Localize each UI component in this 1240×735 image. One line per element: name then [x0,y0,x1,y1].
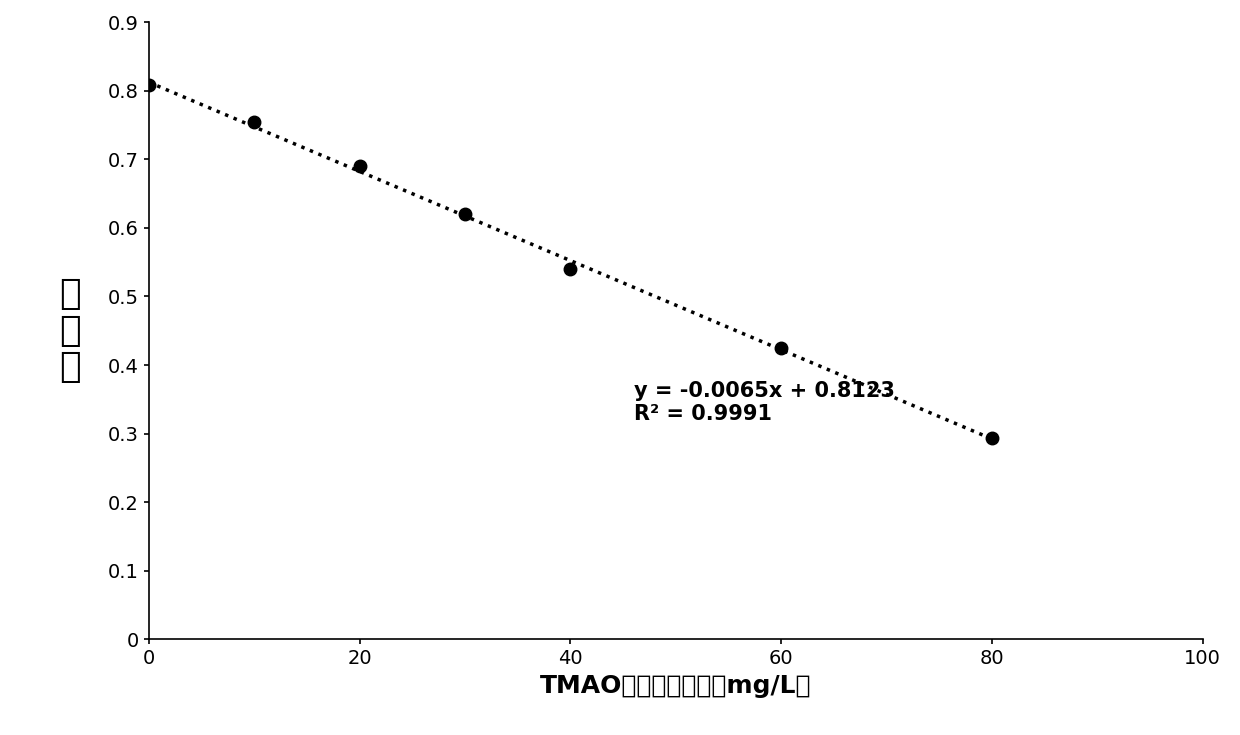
Text: y = -0.0065x + 0.8123
R² = 0.9991: y = -0.0065x + 0.8123 R² = 0.9991 [634,381,894,424]
X-axis label: TMAO标准溶液浓度（mg/L）: TMAO标准溶液浓度（mg/L） [541,674,811,698]
Text: 吸
光
度: 吸 光 度 [60,277,81,384]
